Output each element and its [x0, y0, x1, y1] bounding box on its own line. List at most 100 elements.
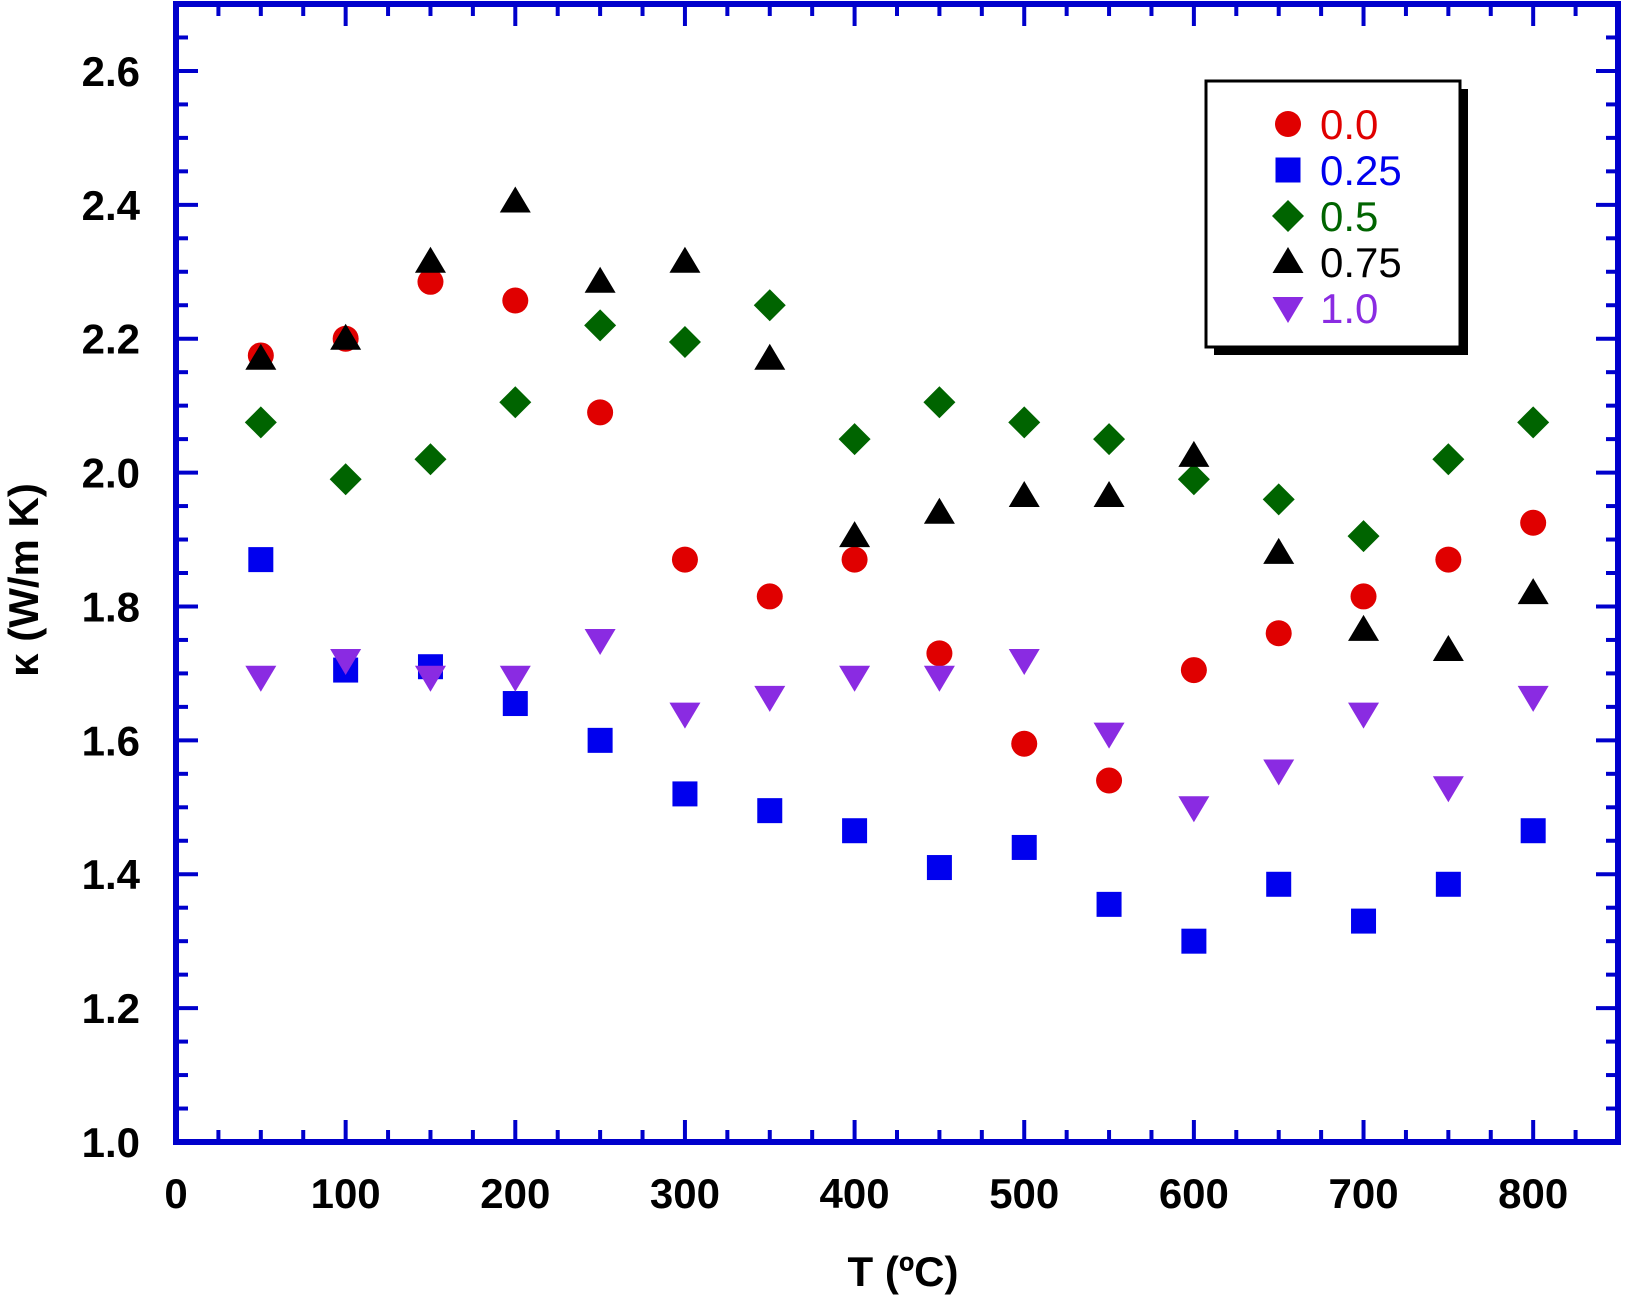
x-tick-label: 600: [1159, 1170, 1229, 1217]
x-tick-label: 700: [1328, 1170, 1398, 1217]
data-point-diamond: [329, 463, 362, 496]
data-point-square: [1266, 871, 1292, 897]
legend-marker-circle: [1275, 111, 1301, 137]
data-point-triangle-up: [1008, 481, 1040, 508]
data-point-square: [1435, 871, 1461, 897]
data-point-square: [1520, 818, 1546, 844]
data-point-triangle-up: [754, 343, 786, 370]
data-point-circle: [1096, 767, 1123, 794]
data-point-triangle-down: [245, 665, 277, 692]
data-point-triangle-down: [1348, 702, 1380, 729]
data-point-triangle-up: [1348, 614, 1380, 641]
y-tick-label: 1.4: [82, 851, 141, 898]
data-point-circle: [926, 640, 953, 667]
y-tick-label: 2.6: [82, 48, 140, 95]
data-point-circle: [1265, 620, 1292, 647]
data-point-diamond: [499, 386, 532, 419]
data-point-square: [248, 547, 274, 573]
legend-label: 0.25: [1320, 147, 1402, 194]
x-tick-label: 500: [989, 1170, 1059, 1217]
data-point-circle: [1520, 509, 1547, 536]
legend: 0.00.250.50.751.0: [1204, 79, 1468, 355]
legend-label: 0.5: [1320, 193, 1378, 240]
data-point-circle: [417, 268, 444, 295]
tick-labels: 0 100 200 300 400 500 600 700 800 1.0 1.2 1.4 1.6 1.8…: [82, 48, 1569, 1217]
data-point-triangle-down: [754, 685, 786, 712]
data-point-triangle-down: [839, 665, 871, 692]
data-point-triangle-down: [669, 702, 701, 729]
y-tick-label: 1.6: [82, 717, 140, 764]
plot-frame: [173, 1, 1621, 1145]
series-0-5: [244, 289, 1550, 553]
x-tick-label: 800: [1498, 1170, 1568, 1217]
data-point-triangle-down: [584, 628, 616, 655]
data-point-triangle-up: [330, 323, 362, 350]
data-point-triangle-up: [1178, 440, 1210, 467]
data-point-circle: [841, 546, 868, 573]
series-0-25: [248, 547, 1546, 954]
data-point-diamond: [838, 423, 871, 456]
data-points: [244, 186, 1550, 954]
x-tick-label: 100: [311, 1170, 381, 1217]
data-point-triangle-down: [414, 665, 446, 692]
data-point-square: [842, 818, 868, 844]
x-tick-label: 0: [164, 1170, 187, 1217]
data-point-square: [1011, 834, 1037, 860]
data-point-triangle-up: [1517, 578, 1549, 605]
data-point-triangle-up: [669, 246, 701, 273]
y-axis-title: κ (W/m K): [0, 483, 47, 677]
data-point-triangle-up: [499, 186, 531, 213]
data-point-triangle-down: [1432, 776, 1464, 803]
data-point-triangle-up: [923, 497, 955, 524]
data-point-square: [587, 727, 613, 753]
data-point-diamond: [414, 443, 447, 476]
data-point-square: [1096, 891, 1122, 917]
data-point-diamond: [584, 309, 617, 342]
data-point-triangle-up: [414, 246, 446, 273]
data-point-triangle-up: [1263, 537, 1295, 564]
data-point-triangle-down: [923, 665, 955, 692]
data-point-diamond: [1008, 406, 1041, 439]
data-point-triangle-up: [1432, 634, 1464, 661]
data-point-circle: [1011, 730, 1038, 757]
data-point-circle: [1350, 583, 1377, 610]
data-point-diamond: [244, 406, 277, 439]
x-tick-label: 300: [650, 1170, 720, 1217]
series-0-75: [245, 186, 1549, 661]
data-point-diamond: [1093, 423, 1126, 456]
data-point-triangle-down: [1008, 649, 1040, 676]
data-point-square: [672, 781, 698, 807]
legend-marker-diamond: [1272, 200, 1304, 232]
y-tick-label: 2.2: [82, 316, 140, 363]
x-axis-title: T (ºC): [848, 1248, 959, 1295]
legend-items: 0.00.250.50.751.0: [1272, 101, 1402, 332]
data-point-diamond: [753, 289, 786, 322]
data-point-circle: [587, 399, 614, 426]
data-point-diamond: [1517, 406, 1550, 439]
y-tick-label: 1.0: [82, 1119, 140, 1166]
data-point-square: [1181, 928, 1207, 954]
data-point-diamond: [668, 326, 701, 359]
data-point-diamond: [923, 386, 956, 419]
legend-marker-square: [1275, 157, 1301, 183]
data-point-circle: [756, 583, 783, 610]
data-point-triangle-up: [839, 521, 871, 548]
data-point-triangle-up: [1093, 481, 1125, 508]
y-tick-label: 2.4: [82, 182, 141, 229]
data-point-circle: [502, 287, 529, 314]
data-point-triangle-down: [330, 649, 362, 676]
data-point-circle: [671, 546, 698, 573]
series-0-0: [247, 268, 1547, 794]
legend-marker-triangle-down: [1272, 297, 1304, 323]
data-point-square: [757, 798, 783, 824]
y-tick-label: 1.2: [82, 985, 140, 1032]
data-point-diamond: [1262, 483, 1295, 516]
legend-box: [1204, 79, 1462, 349]
data-point-circle: [1435, 546, 1462, 573]
y-tick-label: 1.8: [82, 583, 140, 630]
data-point-triangle-down: [1263, 759, 1295, 786]
data-point-diamond: [1347, 520, 1380, 553]
data-point-triangle-down: [1178, 796, 1210, 823]
legend-label: 0.0: [1320, 101, 1378, 148]
